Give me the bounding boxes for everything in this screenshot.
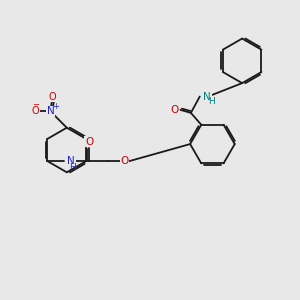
Text: N: N (68, 156, 75, 166)
Text: O: O (85, 137, 93, 147)
Text: O: O (48, 92, 56, 101)
Text: O: O (170, 105, 178, 115)
Text: −: − (32, 100, 39, 109)
Text: N: N (46, 106, 54, 116)
Text: H: H (208, 98, 214, 106)
Text: H: H (69, 163, 76, 172)
Text: O: O (32, 106, 39, 116)
Text: O: O (121, 156, 129, 166)
Text: N: N (203, 92, 211, 101)
Text: +: + (52, 101, 59, 110)
